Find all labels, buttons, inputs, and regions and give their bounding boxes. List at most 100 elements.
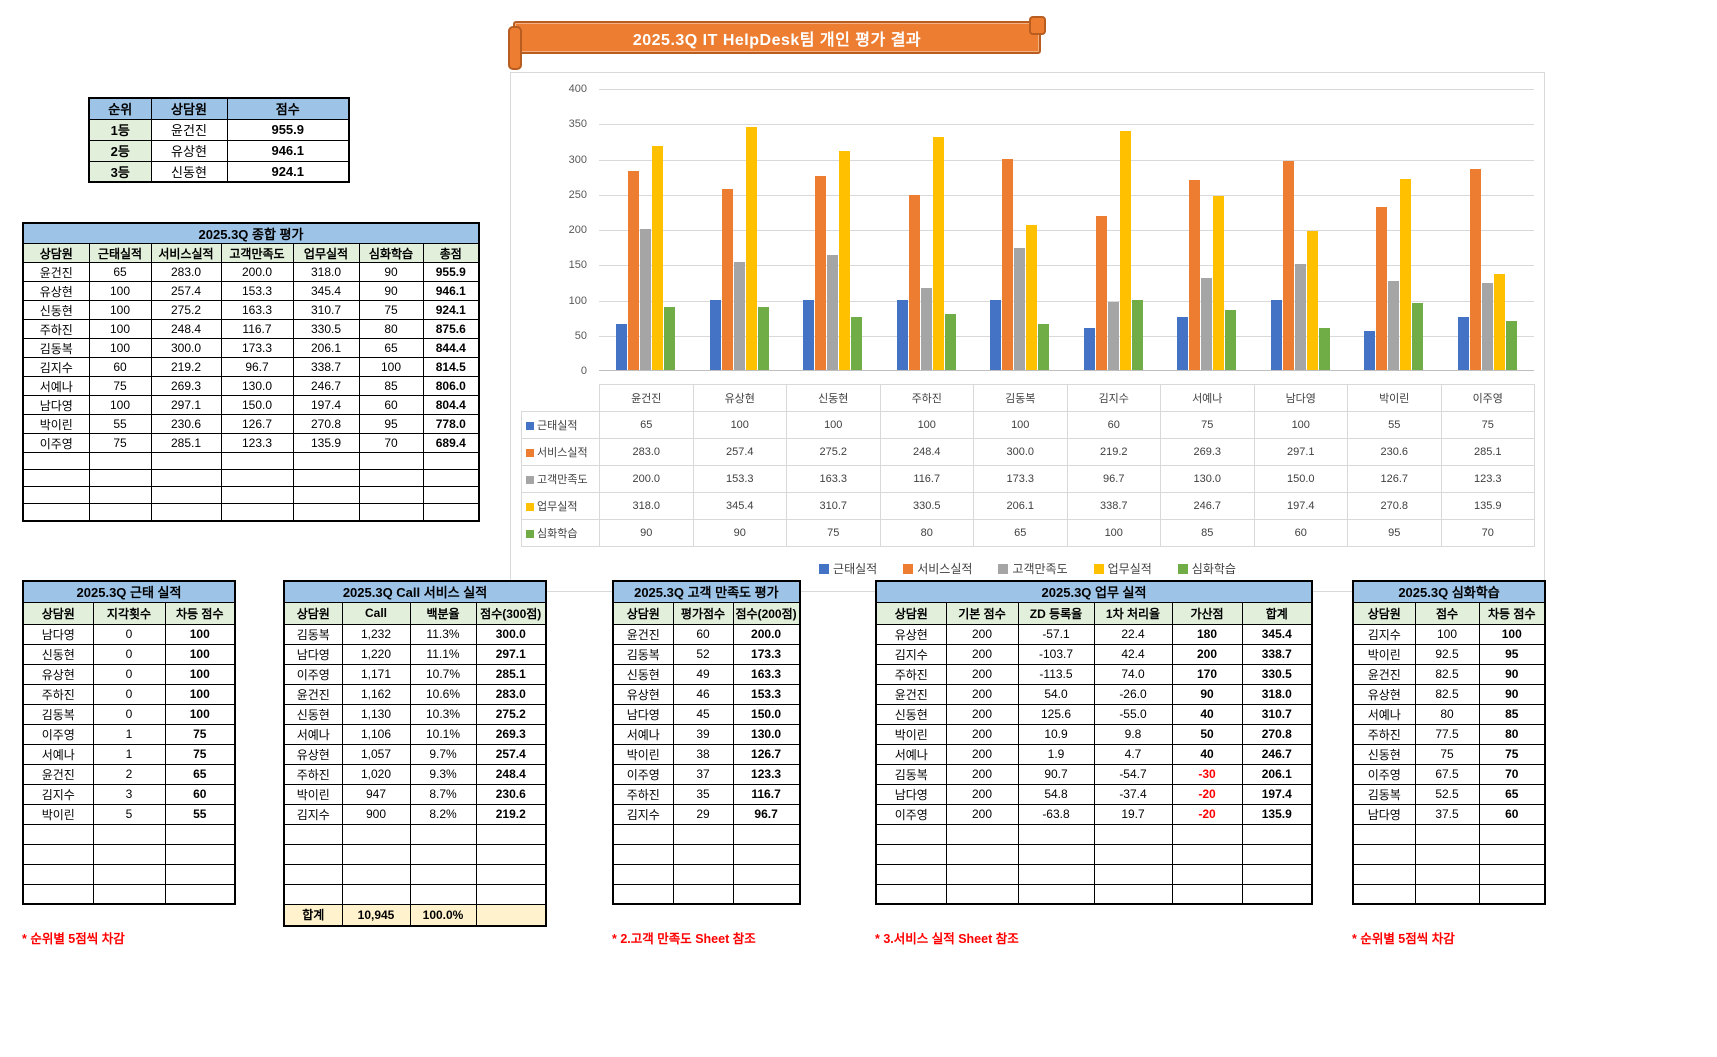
cell[interactable]: 유상현 [22,663,94,685]
cell[interactable] [1017,863,1095,885]
column-header[interactable]: 근태실적 [88,243,152,263]
cell[interactable] [672,823,734,845]
cell[interactable]: 40 [1171,743,1243,765]
cell[interactable]: 95 [358,414,424,434]
cell[interactable]: 100 [88,300,152,320]
cell[interactable]: 1 [92,743,166,765]
cell[interactable]: 153.3 [732,683,801,705]
column-header[interactable]: 합계 [1241,601,1313,625]
column-header[interactable]: 점수 [226,97,350,120]
cell[interactable]: 1등 [88,118,152,141]
cell[interactable] [164,883,236,905]
cell[interactable]: 4.7 [1093,743,1173,765]
cell[interactable]: 70 [358,433,424,453]
cell[interactable] [283,823,343,845]
cell[interactable]: 70 [1478,763,1546,785]
cell[interactable]: 서예나 [612,723,674,745]
cell[interactable]: 248.4 [150,319,222,339]
cell[interactable]: 윤건진 [150,118,228,141]
cell[interactable] [1171,883,1243,905]
cell[interactable]: 46 [672,683,734,705]
cell[interactable] [150,452,222,470]
cell[interactable]: 이주영 [1352,763,1416,785]
column-header[interactable]: 심화학습 [358,243,424,263]
cell[interactable]: 75 [88,433,152,453]
cell[interactable] [92,843,166,865]
cell[interactable]: 100 [164,643,236,665]
cell[interactable] [341,843,411,865]
cell[interactable]: 330.5 [292,319,360,339]
cell[interactable] [422,452,480,470]
cell[interactable]: 100 [88,338,152,358]
cell[interactable]: 269.3 [150,376,222,396]
cell[interactable]: 김동복 [283,623,343,645]
column-header[interactable]: 평가점수 [672,601,734,625]
cell[interactable]: 285.1 [150,433,222,453]
cell[interactable]: 200 [945,643,1019,665]
cell[interactable] [283,883,343,905]
column-header[interactable]: 차등 점수 [1478,601,1546,625]
cell[interactable]: 257.4 [475,743,547,765]
cell[interactable]: 3 [92,783,166,805]
cell[interactable]: -20 [1171,803,1243,825]
cell[interactable]: 75 [88,376,152,396]
cell[interactable]: -113.5 [1017,663,1095,685]
cell[interactable] [945,863,1019,885]
cell[interactable] [409,823,477,845]
cell[interactable] [1414,823,1480,845]
cell[interactable]: 345.4 [1241,623,1313,645]
cell[interactable]: 173.3 [732,643,801,665]
cell[interactable] [341,883,411,905]
cell[interactable]: 신동현 [150,160,228,183]
cell[interactable]: 100 [164,703,236,725]
cell[interactable] [1093,863,1173,885]
cell[interactable] [1093,823,1173,845]
cell[interactable]: 주하진 [22,319,90,339]
cell[interactable] [150,469,222,487]
cell[interactable] [732,863,801,885]
cell[interactable]: 신동현 [1352,743,1416,765]
cell[interactable]: 10.9 [1017,723,1095,745]
cell[interactable] [150,503,222,521]
cell[interactable] [945,883,1019,905]
cell[interactable]: 123.3 [220,433,294,453]
cell[interactable]: 283.0 [475,683,547,705]
cell[interactable]: 신동현 [875,703,947,725]
cell[interactable] [341,823,411,845]
cell[interactable]: 남다영 [875,783,947,805]
cell[interactable]: 126.7 [220,414,294,434]
column-header[interactable]: 순위 [88,97,152,120]
cell[interactable]: 173.3 [220,338,294,358]
cell[interactable]: 100 [164,663,236,685]
column-header[interactable]: 고객만족도 [220,243,294,263]
cell[interactable]: 주하진 [1352,723,1416,745]
cell[interactable]: 유상현 [150,139,228,162]
column-header[interactable]: 1차 처리율 [1093,601,1173,625]
cell[interactable]: 200 [945,743,1019,765]
cell[interactable]: 90 [1171,683,1243,705]
cell[interactable]: 206.1 [292,338,360,358]
cell[interactable]: 45 [672,703,734,725]
cell[interactable]: 163.3 [220,300,294,320]
cell[interactable]: 246.7 [292,376,360,396]
cell[interactable]: 19.7 [1093,803,1173,825]
cell[interactable]: 197.4 [292,395,360,415]
cell[interactable]: 100 [88,395,152,415]
cell[interactable]: 300.0 [475,623,547,645]
cell[interactable]: 65 [164,763,236,785]
cell[interactable] [732,883,801,905]
cell[interactable]: 60 [88,357,152,377]
cell[interactable] [283,843,343,865]
cell[interactable]: 60 [358,395,424,415]
cell[interactable]: 37 [672,763,734,785]
cell[interactable]: 219.2 [150,357,222,377]
cell[interactable] [1171,843,1243,865]
cell[interactable] [283,863,343,885]
cell[interactable]: 김지수 [22,357,90,377]
cell[interactable]: 900 [341,803,411,825]
cell[interactable]: 52 [672,643,734,665]
cell[interactable]: 10.3% [409,703,477,725]
cell[interactable]: 서예나 [22,743,94,765]
cell[interactable]: 54.0 [1017,683,1095,705]
cell[interactable]: 130.0 [732,723,801,745]
